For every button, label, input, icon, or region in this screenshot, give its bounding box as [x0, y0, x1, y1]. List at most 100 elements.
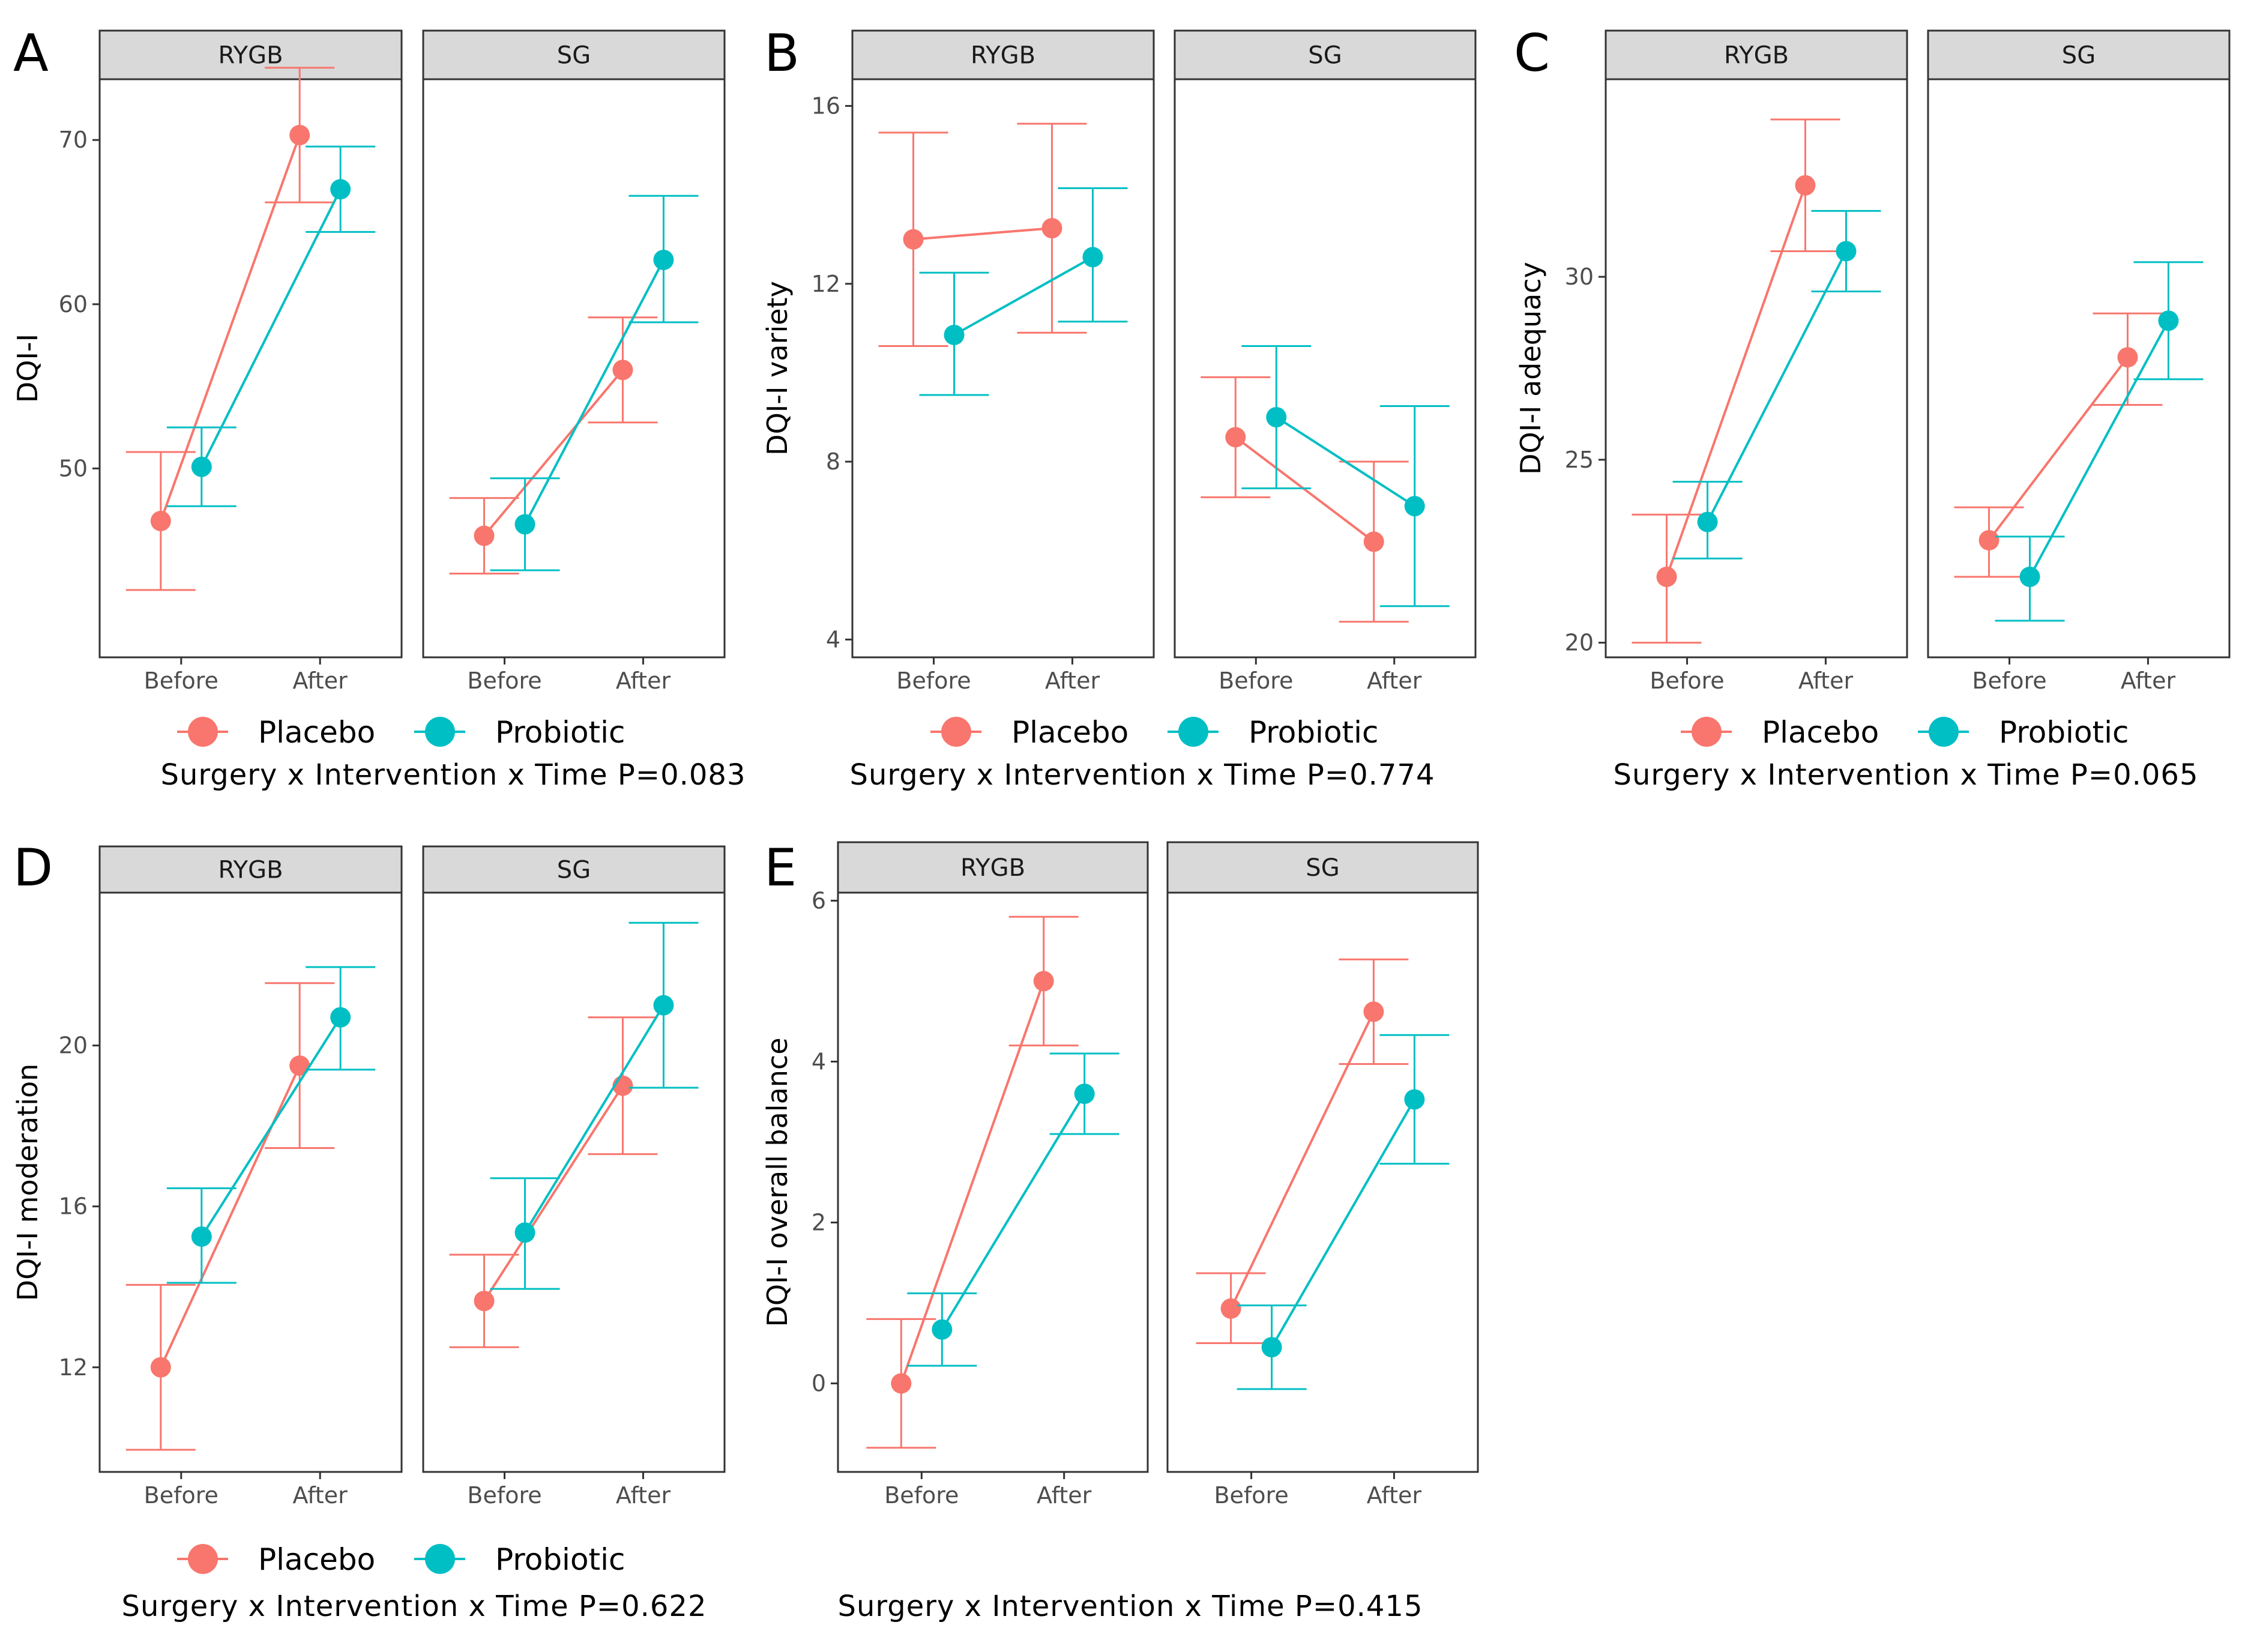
panel-b-facet-rygb-strip-label: RYGB: [971, 42, 1035, 70]
panel-d-facet-rygb-x-tick-label: After: [293, 1482, 348, 1509]
panel-c-facet-sg-strip-label: SG: [2062, 42, 2096, 70]
panel-c-facet-sg-probiotic-point: [2019, 566, 2040, 587]
legend-key-point: [188, 717, 218, 747]
panel-b-y-tick-label: 4: [826, 626, 840, 653]
panel-d-legend-item-probiotic: Probiotic: [414, 1542, 625, 1577]
panel-d-facet-rygb-strip-label: RYGB: [218, 857, 283, 884]
panel-a-facet-rygb-strip-label: RYGB: [218, 42, 283, 70]
panel-c-facet-rygb-placebo-series: [1632, 118, 1840, 644]
panel-a-facet-sg-placebo-series: [449, 316, 658, 574]
panel-b: B DQI-I variety RYGB 4 8 12 16 Before After SG Bef…: [761, 23, 1477, 792]
panel-b-y-tick-label: 12: [812, 271, 840, 297]
panel-d-facet-rygb-plot-area: [98, 891, 403, 1473]
panel-d-facet-rygb-placebo-series: [125, 982, 335, 1451]
panel-d-facet-sg-probiotic-point: [514, 1222, 535, 1243]
panel-b-facet-sg-x-tick-label: After: [1367, 668, 1422, 694]
panel-b-caption: Surgery x Intervention x Time P=0.774: [849, 758, 1435, 792]
panel-a-facet-rygb-strip: [98, 29, 403, 80]
panel-e-facet-rygb-probiotic-line: [941, 1093, 1086, 1330]
panel-a-facet-rygb-placebo-line: [159, 134, 301, 522]
panel-d-y-axis-title: DQI-I moderation: [11, 1064, 44, 1301]
panel-d-facet-sg-placebo-series: [449, 1016, 658, 1348]
panel-e-facet-rygb-probiotic-point: [932, 1319, 953, 1340]
panel-c-facet-rygb-plot-area: [1605, 78, 1908, 659]
panel-e-y-tick-label: 0: [812, 1370, 826, 1397]
panel-e-facet-sg-placebo-point: [1220, 1298, 1241, 1319]
legend-key-point: [1178, 717, 1208, 747]
panel-c-legend-item-placebo: Placebo: [1681, 715, 1879, 750]
panel-e-caption: Surgery x Intervention x Time P=0.415: [837, 1590, 1423, 1623]
legend-label: Placebo: [1011, 715, 1129, 750]
panel-b-facet-rygb-x-tick-label: After: [1045, 668, 1100, 694]
panel-a-facet-sg-probiotic-series: [490, 194, 699, 571]
legend-label: Placebo: [258, 715, 375, 750]
panel-b-legend: Placebo Probiotic: [930, 715, 1379, 750]
panel-a-facet-sg-x-tick-label: Before: [467, 668, 541, 694]
panel-c-facet-rygb-x-tick-label: Before: [1650, 668, 1724, 694]
panel-b-legend-item-probiotic: Probiotic: [1168, 715, 1379, 750]
panel-b-facet-rygb: RYGB 4 8 12 16 Before After: [812, 29, 1155, 694]
panel-e-y-tick-label: 2: [812, 1210, 826, 1236]
panel-d-facet-sg-plot-area: [422, 891, 726, 1473]
panel-a-facet-sg-placebo-point: [474, 525, 495, 546]
panel-d-letter: D: [13, 838, 53, 898]
legend-key-point: [188, 1544, 218, 1574]
panel-b-facet-rygb-x-tick-label: Before: [896, 668, 971, 694]
legend-label: Probiotic: [1999, 715, 2129, 750]
panel-d-facet-rygb: RYGB 12 16 20 Before After: [59, 845, 403, 1509]
legend-key-point: [425, 1544, 455, 1574]
legend-key-point: [1692, 717, 1722, 747]
panel-c-facet-sg-probiotic-series: [1995, 261, 2204, 622]
panel-c-facet-sg-strip: [1927, 29, 2231, 80]
panel-a-facet-rygb-probiotic-line: [200, 188, 342, 468]
panel-a-facet-rygb-x-tick-label: After: [293, 668, 348, 694]
panel-b-letter: B: [764, 23, 800, 83]
panel-a-facet-sg-strip-label: SG: [557, 42, 591, 70]
panel-a-legend-item-probiotic: Probiotic: [414, 715, 625, 750]
panel-d-facet-rygb-probiotic-point: [191, 1226, 212, 1247]
panel-c-facet-rygb: RYGB 20 25 30 Before After: [1565, 29, 1908, 694]
panel-e-facet-sg-placebo-point: [1363, 1001, 1384, 1022]
panel-c-facet-rygb-probiotic-line: [1706, 250, 1848, 523]
panel-e: E DQI-I overall balance RYGB 0 2 4 6 Before Afte…: [761, 838, 1479, 1623]
panel-e-facet-sg-probiotic-point: [1404, 1089, 1425, 1110]
panel-a-facet-sg: SG Before After: [422, 29, 726, 694]
panel-e-facet-rygb-x-tick-label: Before: [884, 1482, 959, 1509]
panel-c-y-tick-label: 30: [1565, 264, 1594, 290]
panel-d-facet-rygb-placebo-point: [289, 1055, 310, 1076]
panel-e-facet-sg-strip: [1166, 841, 1479, 894]
panel-b-facet-sg-plot-area: [1174, 78, 1477, 659]
panel-e-facet-sg-x-tick-label: Before: [1214, 1482, 1288, 1509]
panel-a-facet-sg-strip: [422, 29, 726, 80]
legend-key-point: [1929, 717, 1959, 747]
panel-d-facet-sg: SG Before After: [422, 845, 726, 1509]
panel-a-facet-rygb-probiotic-series: [166, 145, 376, 507]
panel-d-facet-rygb-probiotic-point: [330, 1007, 351, 1028]
panel-b-facet-sg-placebo-point: [1225, 427, 1246, 448]
panel-d-facet-rygb-probiotic-line: [200, 1016, 342, 1238]
panel-a-facet-rygb-probiotic-point: [330, 179, 351, 200]
panel-a-facet-rygb-probiotic-point: [191, 456, 212, 477]
panel-b-facet-sg: SG Before After: [1174, 29, 1477, 694]
panel-a-facet-rygb-x-tick-label: Before: [144, 668, 218, 694]
legend-label: Placebo: [258, 1542, 375, 1577]
panel-b-facet-rygb-probiotic-series: [919, 187, 1128, 396]
panel-b-y-tick-label: 16: [812, 92, 840, 119]
panel-b-facet-sg-probiotic-point: [1266, 406, 1287, 427]
panel-c-facet-rygb-strip: [1605, 29, 1908, 80]
panel-d-legend: Placebo Probiotic: [177, 1542, 625, 1577]
panel-e-facet-rygb-placebo-series: [866, 915, 1079, 1449]
panel-c-caption: Surgery x Intervention x Time P=0.065: [1613, 758, 2198, 792]
panel-b-y-tick-label: 8: [826, 448, 840, 475]
panel-a-facet-rygb: RYGB 50 60 70 Before After: [59, 29, 403, 694]
panel-c-facet-sg-x-tick-label: Before: [1972, 668, 2046, 694]
panel-b-facet-rygb-plot-area: [851, 78, 1155, 659]
panel-d-facet-sg-placebo-line: [483, 1085, 624, 1302]
panel-e-facet-rygb: RYGB 0 2 4 6 Before After: [812, 841, 1149, 1509]
panel-b-facet-sg-strip-label: SG: [1308, 42, 1342, 70]
legend-key-point: [425, 717, 455, 747]
panel-e-facet-rygb-placebo-point: [891, 1373, 912, 1394]
panel-a-facet-sg-x-tick-label: After: [616, 668, 671, 694]
panel-c-facet-sg-plot-area: [1927, 78, 2231, 659]
